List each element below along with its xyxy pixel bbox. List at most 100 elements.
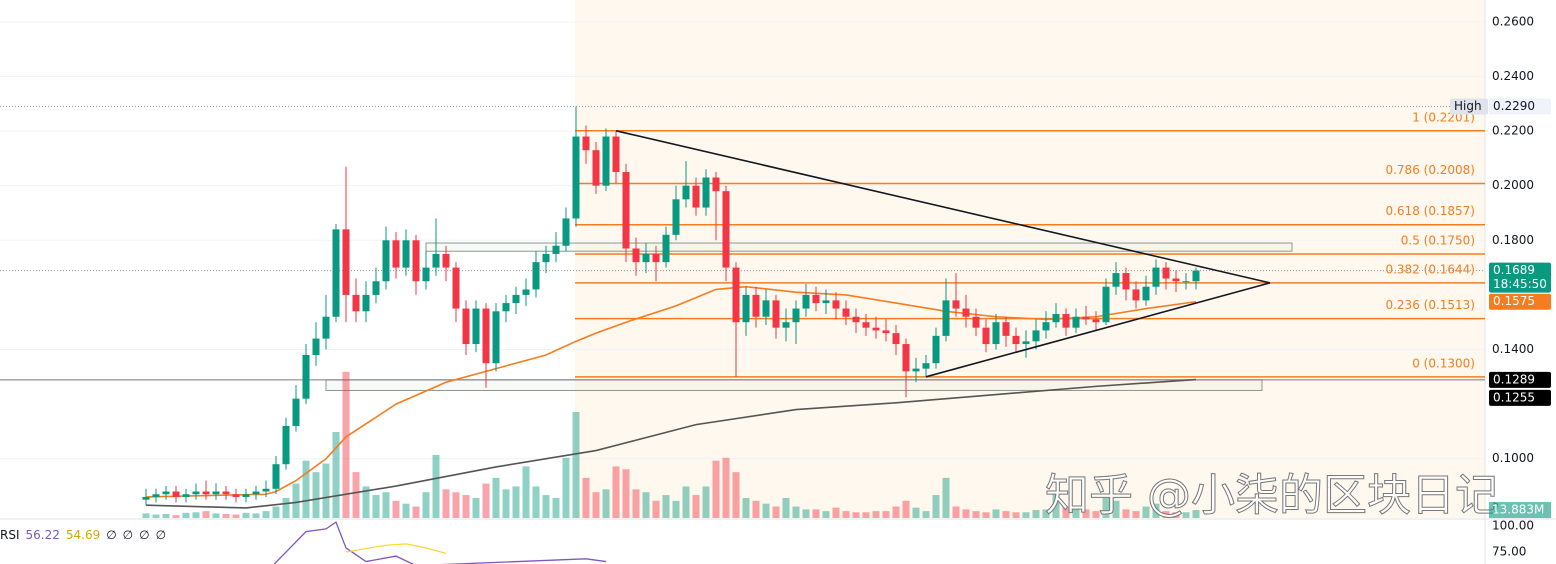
price-badge [1489, 293, 1551, 310]
rsi-extra: ∅ [156, 528, 166, 542]
y-tick-label: 0.2000 [1492, 178, 1534, 192]
candle-body [652, 253, 660, 263]
candle-body [272, 464, 280, 489]
price-badge-label: 0.1289 [1493, 372, 1535, 386]
candle-body [482, 308, 490, 364]
candle-body [1042, 322, 1050, 331]
volume-bar [352, 472, 360, 518]
volume-bar [602, 489, 610, 518]
candle-body [682, 185, 690, 200]
candle-body [582, 136, 590, 151]
rsi-plot [273, 521, 607, 564]
candle-body [1072, 316, 1080, 328]
candle-body [612, 136, 620, 173]
volume-bar [1102, 497, 1110, 518]
volume-bar [142, 513, 150, 518]
candle-body [402, 240, 410, 268]
volume-bar [582, 477, 590, 518]
volume-bar [982, 512, 990, 518]
volume-bar [452, 492, 460, 518]
volume-bar [932, 495, 940, 518]
fib-label: 0.786 (0.2008) [1385, 163, 1475, 177]
volume-bar [412, 506, 420, 518]
candle-body [282, 425, 290, 465]
volume-bar [922, 511, 930, 518]
candle-body [1002, 322, 1010, 336]
rsi-extra: ∅ [139, 528, 149, 542]
volume-bar [532, 486, 540, 518]
candle-body [952, 300, 960, 309]
candle-body [672, 199, 680, 235]
candle-body [302, 354, 310, 399]
zone [425, 242, 1293, 252]
volume-bar [312, 472, 320, 518]
volume-bar [442, 489, 450, 518]
candle-body [412, 240, 420, 282]
rsi-value: 56.22 [26, 528, 60, 542]
volume-bar [292, 483, 300, 518]
fib-background [575, 0, 1485, 518]
candle-body [922, 363, 930, 369]
volume-bar [902, 500, 910, 518]
candle-body [192, 491, 200, 495]
volume-bar [432, 454, 440, 518]
volume-bar [522, 466, 530, 518]
candle-body [802, 294, 810, 309]
candle-body [472, 308, 480, 345]
y-tick-label: 0.2600 [1492, 14, 1534, 28]
volume-bar [1032, 509, 1040, 518]
moving-average [145, 378, 1197, 509]
volume-bar [972, 511, 980, 518]
candle-body [752, 294, 760, 317]
fib-label: 0.5 (0.1750) [1401, 233, 1475, 247]
candle-body [352, 294, 360, 312]
y-tick-label: 0.1400 [1492, 342, 1534, 356]
volume-bar [1082, 509, 1090, 518]
candle-body [832, 300, 840, 309]
candle-body [1162, 267, 1170, 279]
rsi-ma-value: 54.69 [66, 528, 100, 542]
candle-body [912, 368, 920, 372]
candle-body [742, 294, 750, 323]
rsi-label: RSI [0, 528, 20, 542]
candle-body [342, 229, 350, 295]
volume-bar [632, 489, 640, 518]
volume-bar [1152, 503, 1160, 518]
volume-bar [392, 500, 400, 518]
price-countdown: 18:45:50 [1493, 277, 1547, 291]
volume-bar [462, 495, 470, 518]
candle-body [542, 253, 550, 263]
y-tick-label: 0.2400 [1492, 69, 1534, 83]
volume-bar [262, 511, 270, 518]
candle-body [1132, 289, 1140, 301]
candle-body [452, 267, 460, 309]
candle-body [882, 330, 890, 334]
candle-body [1182, 281, 1190, 283]
watermark: 知乎 @小柒的区块日记 [1045, 470, 1499, 521]
volume-bar [882, 511, 890, 518]
candle-body [372, 281, 380, 295]
volume-bar [842, 511, 850, 518]
candle-body [722, 191, 730, 268]
y-tick-label: 0.1800 [1492, 233, 1534, 247]
candle-body [622, 172, 630, 249]
volume-bar [942, 477, 950, 518]
rsi-ma [345, 543, 447, 555]
volume-bar [1132, 511, 1140, 518]
rsi-legend: RSI 56.22 54.69 ∅ ∅ ∅ ∅ [0, 528, 166, 542]
volume-bar [252, 513, 260, 518]
volume-bar [482, 483, 490, 518]
price-tag-box [1450, 98, 1488, 115]
rsi-tick-label: 75.00 [1492, 545, 1526, 559]
volume-bar [402, 503, 410, 518]
candle-body [202, 491, 210, 495]
price-tag: High [1454, 99, 1482, 113]
candle-body [1032, 330, 1040, 342]
rsi-tick-label: 100.00 [1492, 519, 1534, 533]
volume-bar [1002, 511, 1010, 518]
candle-body [1142, 286, 1150, 301]
volume-bar [1142, 506, 1150, 518]
volume-bar [572, 411, 580, 518]
candle-body [252, 491, 260, 495]
price-badge [1489, 371, 1551, 388]
